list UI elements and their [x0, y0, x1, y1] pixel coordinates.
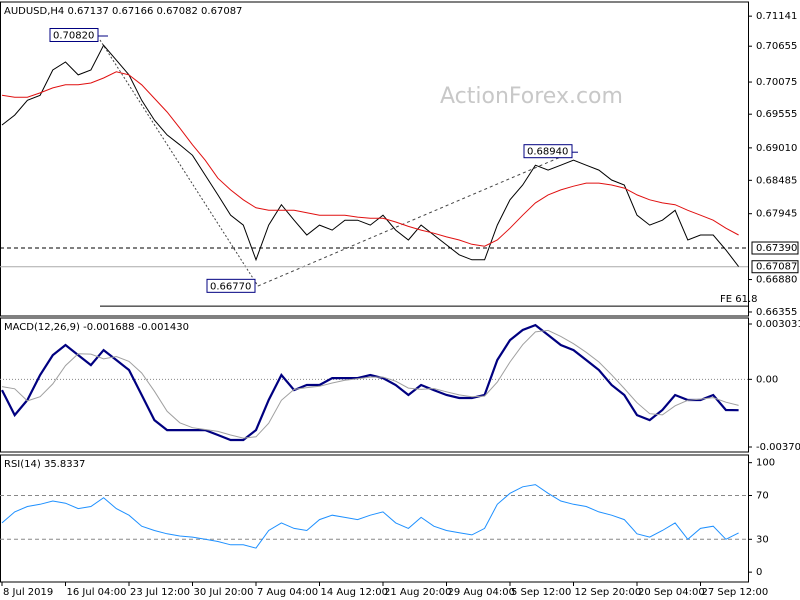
y-tick-label: 0.003031 — [756, 319, 800, 330]
annotation-box — [49, 27, 99, 42]
annotation-label: 0.70820 — [53, 30, 94, 41]
series-line — [1, 71, 739, 247]
panel-title: MACD(12,26,9) -0.001688 -0.001430 — [4, 322, 189, 333]
series-line — [1, 484, 739, 549]
annotation-box — [206, 278, 256, 293]
x-tick-label: 27 Sep 12:00 — [702, 587, 769, 598]
panel-title: AUDUSD,H4 0.67137 0.67166 0.67082 0.6708… — [4, 6, 242, 17]
y-tick-label: 0.66355 — [756, 307, 797, 318]
price-level-box — [751, 241, 799, 255]
y-tick-label: 0.66880 — [756, 275, 797, 286]
panel-title: RSI(14) 35.8337 — [4, 459, 85, 470]
panel-frame — [0, 1, 749, 317]
y-tick-label: 0.69010 — [756, 143, 797, 154]
x-tick-label: 29 Aug 04:00 — [448, 587, 515, 598]
x-tick-label: 16 Jul 04:00 — [67, 587, 127, 598]
series-line — [1, 323, 739, 442]
annotation-box — [523, 144, 573, 159]
price-level-label: 0.67087 — [756, 262, 797, 273]
y-tick-label: -0.003706 — [756, 442, 800, 453]
x-tick-label: 20 Sep 04:00 — [638, 587, 705, 598]
price-level-label: 0.67390 — [756, 243, 797, 254]
x-tick-label: 21 Aug 20:00 — [384, 587, 451, 598]
series-line — [1, 44, 739, 267]
x-tick-label: 23 Jul 12:00 — [130, 587, 190, 598]
y-tick-label: 0.70655 — [756, 41, 797, 52]
swing-line — [257, 152, 571, 287]
y-tick-label: 70 — [756, 491, 769, 502]
y-tick-label: 30 — [756, 534, 769, 545]
x-tick-label: 8 Jul 2019 — [3, 587, 53, 598]
annotation-label: 0.66770 — [210, 281, 251, 292]
watermark: ActionForex.com — [440, 84, 623, 109]
x-tick-label: 7 Aug 04:00 — [257, 587, 318, 598]
y-tick-label: 0.69555 — [756, 109, 797, 120]
x-tick-label: 12 Sep 20:00 — [575, 587, 642, 598]
y-tick-label: 0 — [756, 567, 762, 578]
y-tick-label: 0.70075 — [756, 77, 797, 88]
x-tick-label: 5 Sep 12:00 — [511, 587, 571, 598]
y-tick-label: 0.71141 — [756, 11, 797, 22]
y-tick-label: 100 — [756, 458, 775, 469]
y-tick-label: 0.67945 — [756, 209, 797, 220]
panel-frame — [0, 454, 749, 583]
x-tick-label: 14 Aug 12:00 — [321, 587, 388, 598]
series-line — [1, 329, 739, 439]
price-level-box — [751, 260, 799, 274]
y-tick-label: 0.00 — [756, 374, 778, 385]
annotation-label: 0.68940 — [527, 147, 568, 158]
swing-line — [99, 39, 259, 287]
panel-frame — [0, 317, 749, 453]
x-tick-label: 30 Jul 20:00 — [194, 587, 254, 598]
y-tick-label: 0.68485 — [756, 175, 797, 186]
fe-label: FE 61.8 — [720, 294, 758, 305]
